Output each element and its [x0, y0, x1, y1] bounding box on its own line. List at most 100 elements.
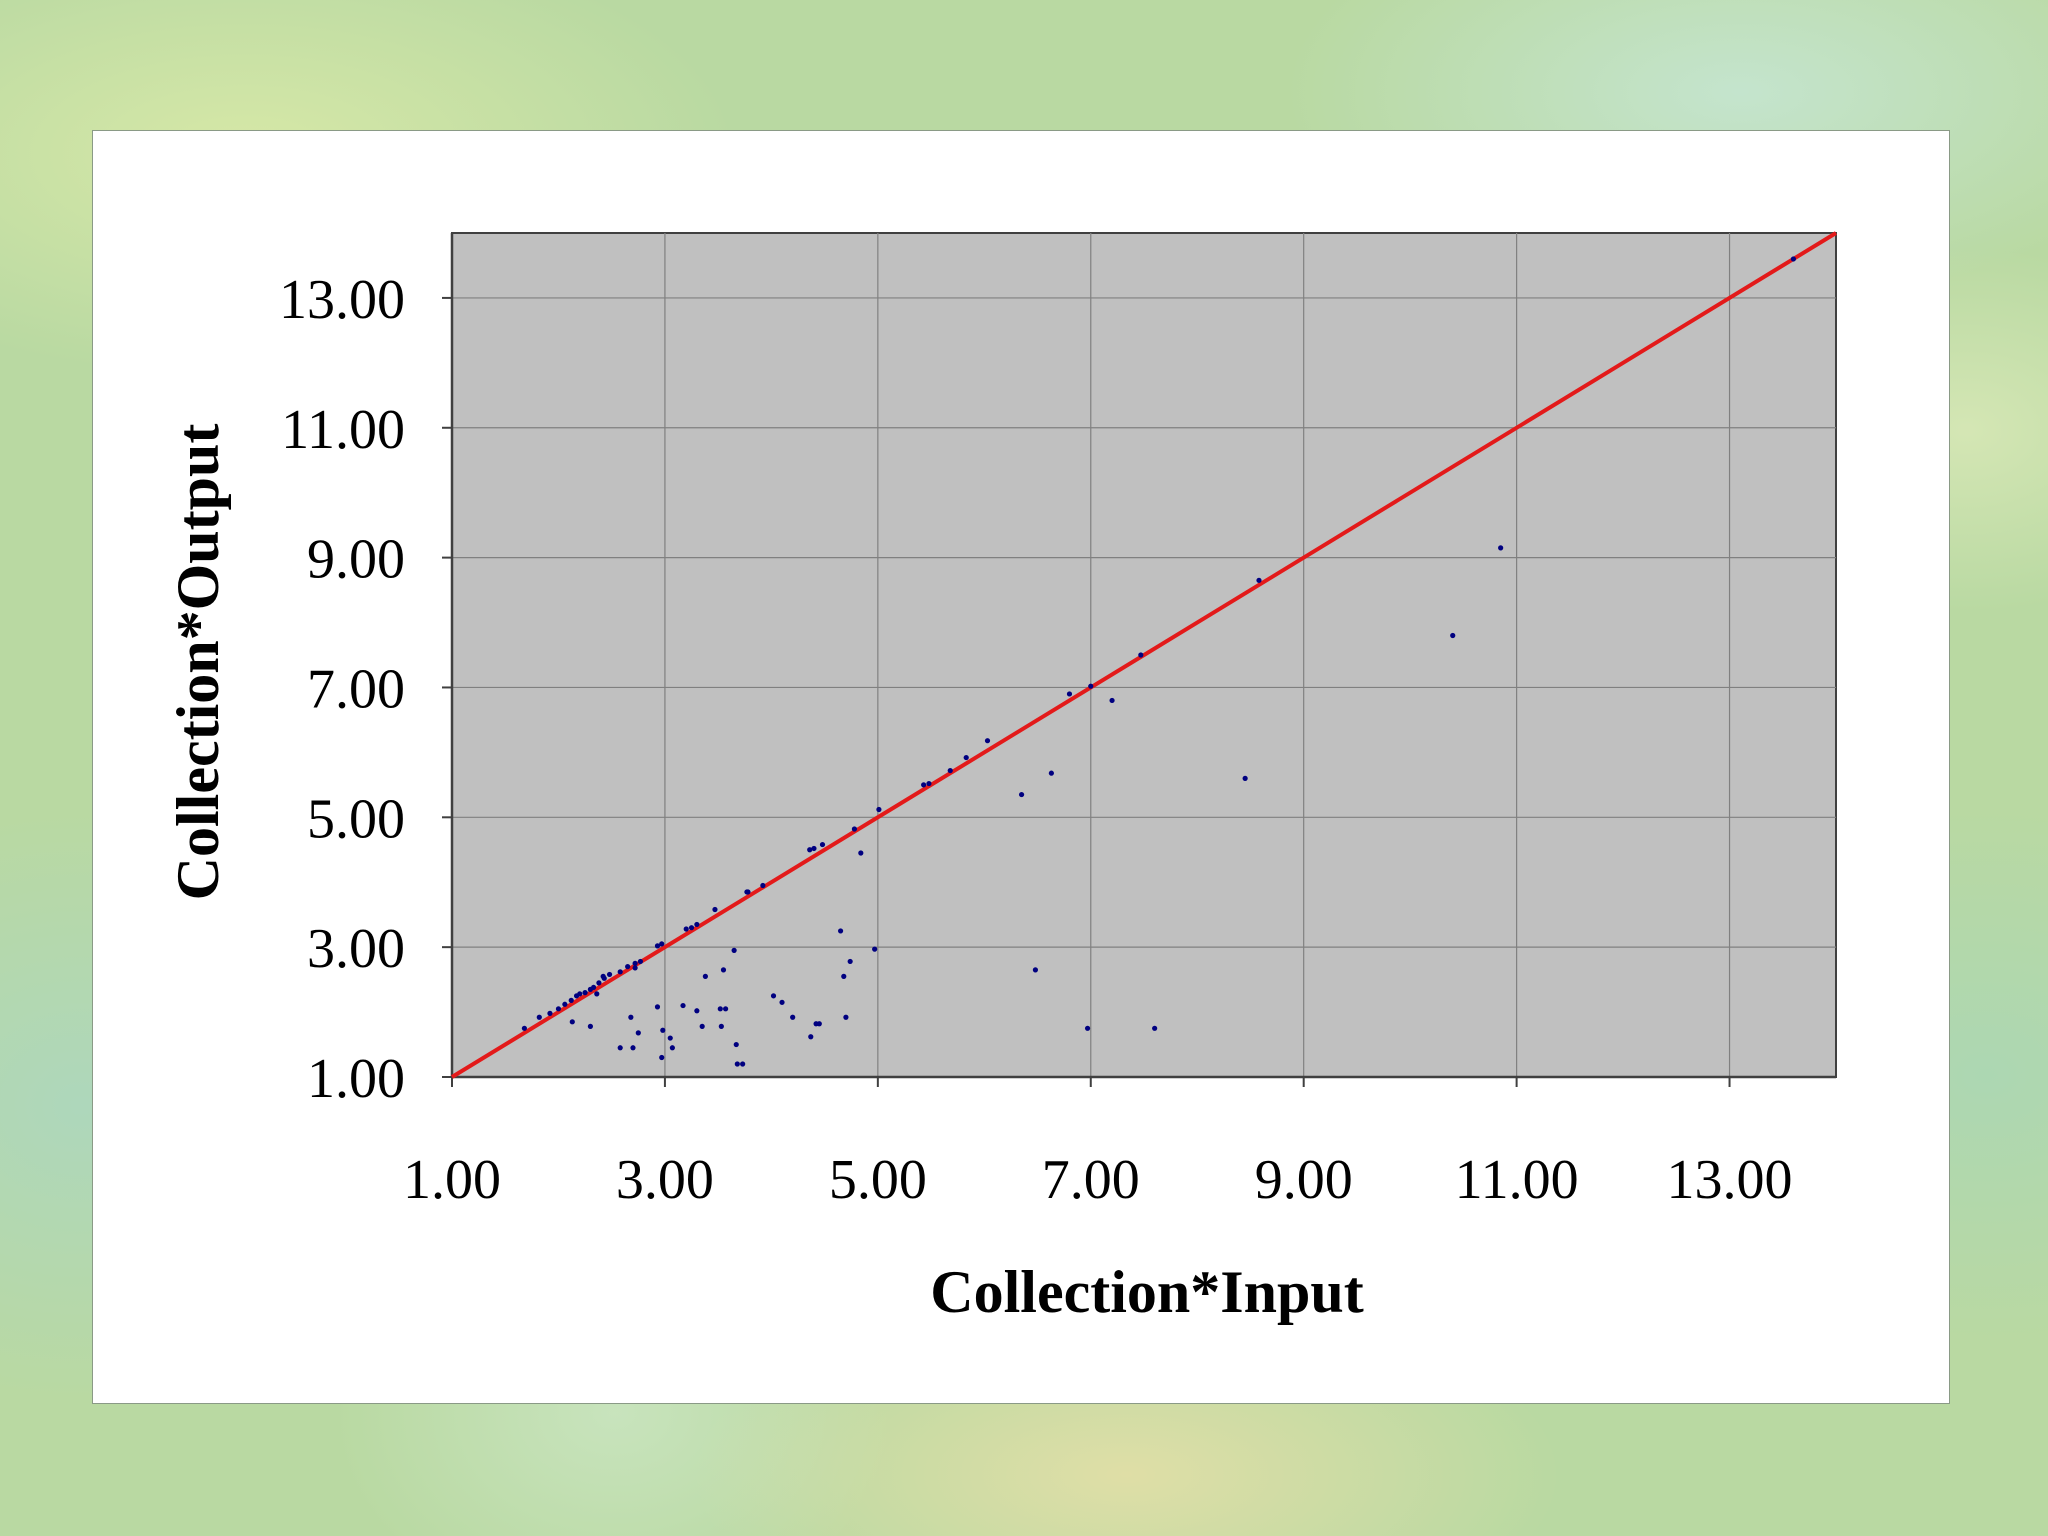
y-tick-label: 11.00: [281, 399, 405, 461]
data-point: [1088, 683, 1094, 689]
data-point: [1048, 770, 1054, 776]
data-point: [1790, 256, 1797, 262]
x-tick-label: 5.00: [829, 1149, 927, 1211]
data-point: [694, 921, 700, 928]
data-point: [587, 1023, 594, 1029]
data-point: [680, 1002, 686, 1009]
data-point: [562, 1001, 568, 1007]
data-point: [963, 754, 969, 761]
data-point: [547, 1010, 553, 1016]
data-point: [569, 1019, 575, 1025]
data-point: [872, 946, 878, 952]
data-point: [654, 1004, 661, 1010]
x-tick-label: 13.00: [1667, 1149, 1793, 1211]
data-point: [688, 925, 695, 931]
tick-labels: 1.00 3.00 5.00 7.00 9.00 11.00 13.00 1.00 3.00 5.…: [279, 269, 1793, 1211]
data-point: [683, 926, 689, 932]
data-point: [847, 958, 853, 965]
data-point: [947, 767, 953, 774]
data-point: [659, 941, 665, 947]
y-tick-label: 9.00: [307, 529, 405, 591]
data-point: [669, 1045, 675, 1051]
data-point: [1018, 791, 1025, 798]
data-point: [841, 973, 847, 979]
data-point: [654, 943, 661, 949]
data-point: [851, 826, 858, 832]
data-point: [660, 1027, 666, 1033]
data-point: [858, 850, 864, 856]
data-point: [790, 1014, 796, 1020]
data-point: [837, 928, 844, 934]
data-point: [1109, 697, 1115, 704]
data-point: [555, 1006, 562, 1012]
data-point: [590, 984, 597, 991]
reference-line: [450, 231, 1838, 1079]
data-point: [770, 993, 777, 999]
data-point: [582, 990, 588, 996]
x-axis-title: Collection*Input: [930, 1259, 1363, 1325]
data-point: [1138, 652, 1144, 658]
data-point: [760, 882, 766, 889]
data-point: [568, 997, 574, 1003]
data-point: [734, 1061, 740, 1067]
grid-lines: [452, 233, 1836, 1077]
data-point: [632, 965, 638, 971]
data-point: [600, 973, 606, 979]
data-point: [659, 1054, 665, 1061]
data-point: [811, 845, 817, 852]
data-point: [807, 847, 813, 853]
data-point: [733, 1041, 739, 1048]
data-point: [606, 971, 613, 978]
data-point: [536, 1014, 542, 1020]
data-point: [1242, 775, 1248, 781]
data-point: [984, 738, 991, 744]
data-point: [630, 1045, 636, 1051]
data-point: [718, 1023, 724, 1029]
data-point: [731, 947, 737, 954]
data-point: [637, 958, 644, 965]
data-point: [694, 1008, 700, 1014]
data-point: [779, 999, 785, 1005]
y-tick-label: 13.00: [279, 269, 405, 331]
data-point: [625, 964, 631, 970]
data-point: [577, 991, 583, 997]
data-point: [699, 1023, 705, 1029]
data-point: [744, 889, 750, 895]
x-tick-label: 3.00: [616, 1149, 714, 1211]
data-point: [617, 969, 623, 975]
data-point: [876, 806, 882, 813]
data-point: [1498, 545, 1504, 551]
data-point: [628, 1014, 634, 1020]
reference-line-layer: [450, 231, 1838, 1079]
data-point: [702, 973, 708, 979]
data-point: [723, 1006, 729, 1012]
data-point: [717, 1006, 723, 1012]
y-tick-label: 3.00: [307, 918, 405, 980]
data-point: [521, 1025, 527, 1031]
data-point: [1066, 691, 1073, 697]
data-point: [632, 960, 638, 966]
data-point: [808, 1034, 814, 1040]
data-point: [843, 1014, 849, 1020]
data-points: [521, 256, 1797, 1067]
x-tick-label: 7.00: [1042, 1149, 1140, 1211]
data-point: [819, 841, 826, 848]
y-tick-label: 5.00: [307, 788, 405, 850]
axes: [442, 233, 1836, 1087]
data-point: [617, 1045, 623, 1051]
data-point: [921, 782, 927, 788]
data-point: [740, 1061, 746, 1067]
data-point: [667, 1035, 673, 1041]
data-point: [1084, 1025, 1091, 1031]
data-point: [1032, 967, 1039, 973]
data-point: [712, 906, 718, 913]
x-tick-label: 1.00: [403, 1149, 501, 1211]
y-tick-label: 1.00: [307, 1048, 405, 1110]
y-axis-title: Collection*Output: [165, 424, 231, 901]
data-point: [596, 980, 602, 986]
data-point: [635, 1030, 641, 1036]
y-tick-label: 7.00: [307, 658, 405, 720]
data-point: [1152, 1025, 1158, 1031]
x-tick-label: 9.00: [1255, 1149, 1353, 1211]
